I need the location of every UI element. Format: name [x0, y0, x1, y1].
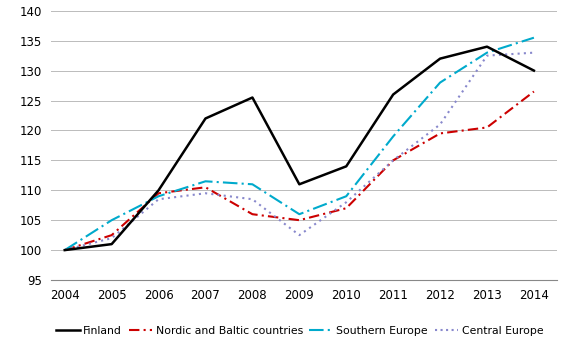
Legend: Finland, Nordic and Baltic countries, Southern Europe, Central Europe: Finland, Nordic and Baltic countries, So…	[56, 326, 543, 336]
